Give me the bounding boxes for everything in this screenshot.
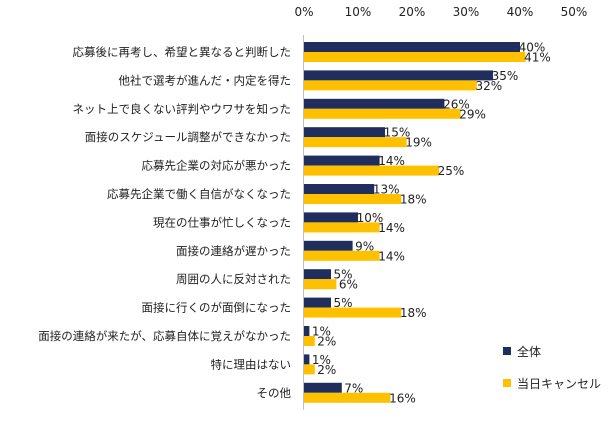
category-label: 現在の仕事が忙しくなった [153, 215, 291, 229]
data-label: 32% [475, 79, 502, 93]
x-tick-label: 20% [399, 5, 426, 19]
bar [304, 307, 402, 318]
category-label: ネット上で良くない評判やウワサを知った [73, 102, 292, 116]
x-tick-label: 10% [345, 5, 372, 19]
bar [304, 222, 380, 233]
bar [304, 70, 493, 81]
bar [304, 98, 445, 109]
bar [304, 184, 375, 194]
data-label: 1% [312, 353, 331, 367]
data-label: 40% [519, 41, 546, 55]
legend-swatch [503, 347, 511, 355]
bar [304, 240, 353, 251]
bar [304, 42, 520, 52]
bar [304, 165, 439, 176]
category-label: 面接のスケジュール調整ができなかった [85, 130, 291, 144]
data-label: 14% [378, 154, 405, 168]
data-label: 14% [378, 249, 405, 263]
bar [304, 336, 315, 346]
bar [304, 52, 526, 62]
legend-label: 全体 [517, 344, 541, 359]
data-label: 5% [333, 296, 352, 310]
data-label: 41% [524, 51, 551, 65]
data-label: 6% [339, 278, 358, 292]
data-label: 18% [400, 193, 427, 207]
data-label: 1% [312, 325, 331, 339]
category-label: 応募先企業の対応が悪かった [142, 159, 292, 173]
category-label: 周囲の人に反対された [176, 272, 291, 286]
data-label: 26% [443, 97, 470, 111]
data-label: 2% [317, 363, 336, 377]
bars [304, 42, 526, 403]
bar [304, 392, 391, 403]
data-label: 25% [438, 164, 465, 178]
legend-swatch [503, 379, 511, 387]
data-label: 5% [333, 268, 352, 282]
data-label: 35% [492, 69, 519, 83]
data-label: 18% [400, 306, 427, 320]
data-label: 14% [378, 221, 405, 235]
category-label: 応募先企業で働く自信がなくなった [107, 187, 291, 201]
category-label: 面接の連絡が来たが、応募自体に覚えがなかった [38, 329, 291, 343]
x-tick-label: 40% [507, 5, 534, 19]
x-axis-ticks: 0% 10% 20% 30% 40% 50% [294, 5, 587, 19]
bar [304, 127, 385, 138]
bar [304, 250, 380, 261]
category-label: 面接の連絡が遅かった [176, 244, 291, 258]
bar [304, 382, 342, 393]
data-label: 19% [405, 136, 432, 150]
data-label: 10% [357, 211, 384, 225]
bar [304, 364, 315, 375]
category-label: 特に理由はない [211, 357, 292, 371]
bar [304, 155, 380, 166]
data-label: 15% [384, 126, 411, 140]
bar [304, 354, 310, 365]
category-labels: 応募後に再考し、希望と異なると判断した他社で選考が進んだ・内定を得たネット上で良… [38, 45, 291, 400]
bar [304, 212, 358, 223]
x-tick-label: 50% [561, 5, 588, 19]
bar [304, 326, 310, 336]
category-label: 面接に行くのが面倒になった [142, 301, 292, 315]
data-label: 16% [389, 391, 416, 405]
x-tick-label: 30% [453, 5, 480, 19]
data-label: 2% [317, 335, 336, 349]
data-label: 9% [355, 239, 374, 253]
bar [304, 108, 461, 119]
x-tick-label: 0% [294, 5, 313, 19]
category-label: その他 [257, 386, 292, 400]
bar [304, 279, 337, 290]
bar [304, 269, 331, 280]
category-label: 応募後に再考し、希望と異なると判断した [73, 45, 292, 59]
bar [304, 80, 477, 91]
data-label: 13% [373, 183, 400, 197]
data-label: 29% [459, 107, 486, 121]
bar [304, 137, 407, 148]
legend-label: 当日キャンセル [517, 377, 601, 391]
bar [304, 194, 402, 204]
category-label: 他社で選考が進んだ・内定を得た [119, 73, 292, 87]
data-label: 7% [344, 381, 363, 395]
bar [304, 297, 331, 308]
data-labels: 40%35% 26% 15% 14% 13% 10% 9% 5% 5% 1% 1% 7% 41% 32% 2… [312, 41, 551, 406]
